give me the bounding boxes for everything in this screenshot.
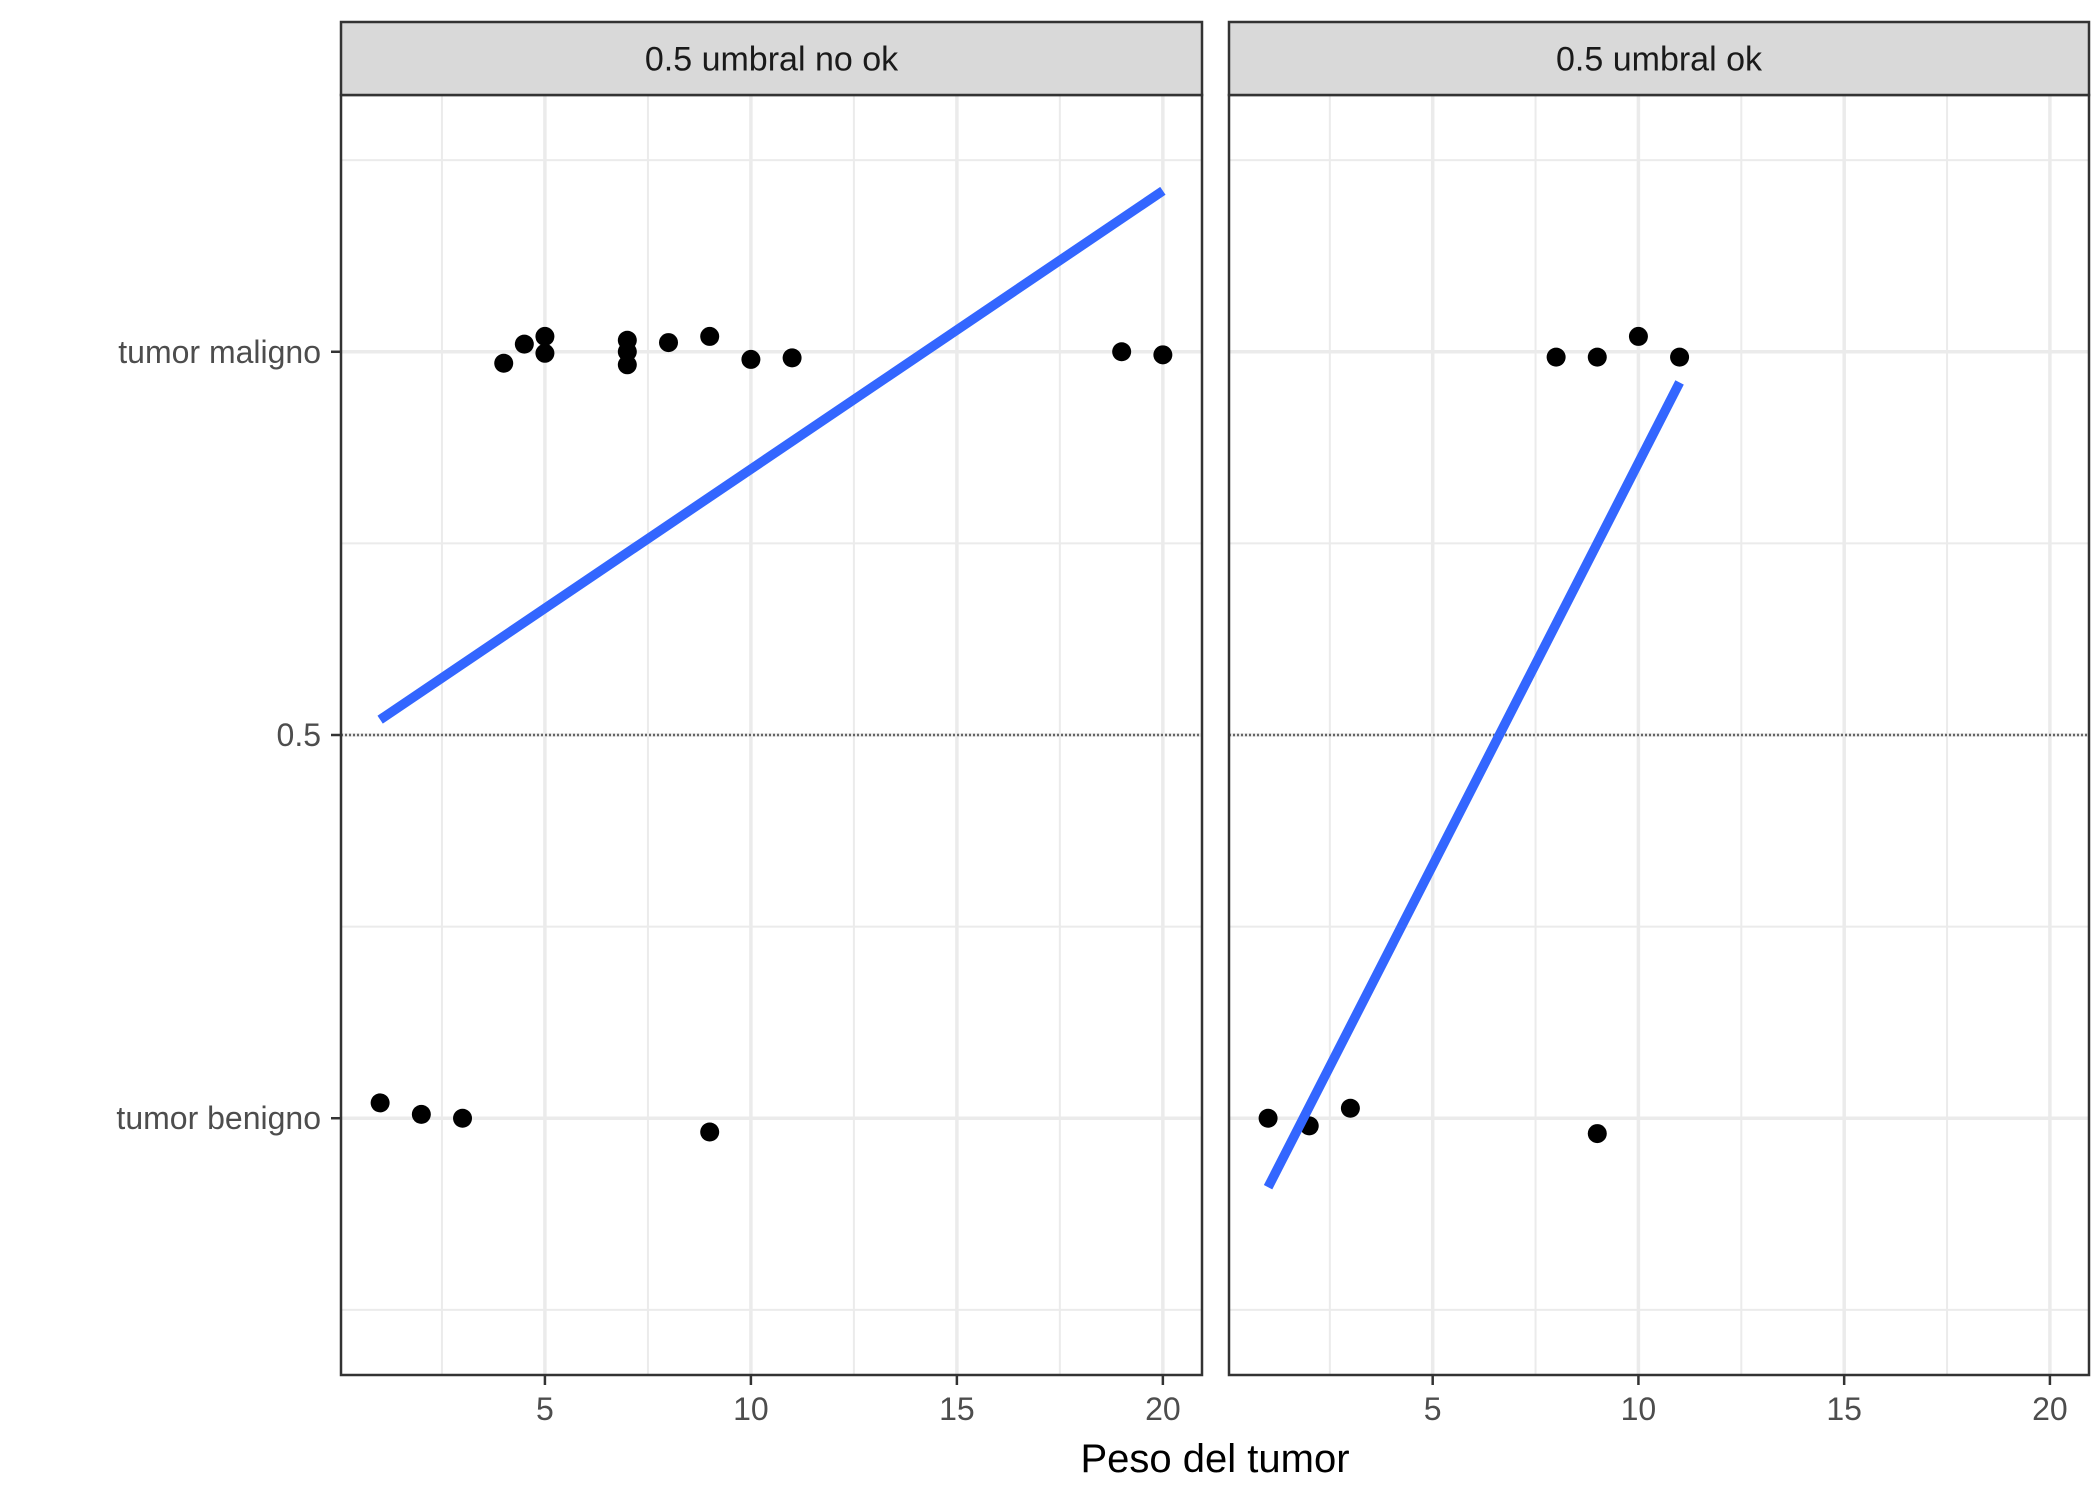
data-point xyxy=(1587,347,1607,367)
data-point xyxy=(514,334,534,354)
x-tick-label: 20 xyxy=(1145,1391,1181,1427)
data-point xyxy=(535,343,555,363)
x-tick-label: 15 xyxy=(1826,1391,1862,1427)
x-tick-label: 5 xyxy=(536,1391,554,1427)
data-point xyxy=(535,326,555,346)
data-point xyxy=(1670,347,1690,367)
facet-strip-label: 0.5 umbral no ok xyxy=(645,41,899,79)
facet-panel-2: 0.5 umbral ok 5 10 15 20 xyxy=(1227,20,2091,1427)
data-point xyxy=(411,1104,431,1124)
data-point xyxy=(1340,1098,1360,1118)
data-point xyxy=(617,342,637,362)
data-point xyxy=(1258,1108,1278,1128)
facet-strip xyxy=(1227,20,2091,97)
y-tick-label-threshold: 0.5 xyxy=(277,717,321,753)
x-tick-label: 15 xyxy=(939,1391,975,1427)
data-point xyxy=(1546,347,1566,367)
data-point xyxy=(782,348,802,368)
facet-strip-label: 0.5 umbral ok xyxy=(1556,41,1763,79)
data-point xyxy=(370,1093,390,1113)
data-point xyxy=(1587,1124,1607,1144)
y-tick-label-tumor-maligno: tumor maligno xyxy=(118,334,321,370)
x-tick-label: 20 xyxy=(2032,1391,2068,1427)
data-point xyxy=(700,326,720,346)
facet-panel-1: 0.5 umbral no ok 5 10 15 20 xyxy=(339,20,1204,1427)
x-tick-label: 10 xyxy=(1621,1391,1657,1427)
fit-line xyxy=(377,186,1166,724)
data-point xyxy=(700,1122,720,1142)
facet-strip xyxy=(339,20,1204,97)
data-point xyxy=(1112,342,1132,362)
fit-line xyxy=(1263,380,1684,1190)
x-axis-title: Peso del tumor xyxy=(1080,1437,1349,1481)
data-point xyxy=(1628,326,1648,346)
data-point xyxy=(741,349,761,369)
x-tick-label: 5 xyxy=(1424,1391,1442,1427)
data-point xyxy=(1153,345,1173,365)
data-point xyxy=(494,353,514,373)
x-tick-label: 10 xyxy=(733,1391,769,1427)
data-point xyxy=(659,333,679,353)
data-point xyxy=(453,1108,473,1128)
data-point xyxy=(617,355,637,375)
y-tick-label-tumor-benigno: tumor benigno xyxy=(116,1100,321,1136)
